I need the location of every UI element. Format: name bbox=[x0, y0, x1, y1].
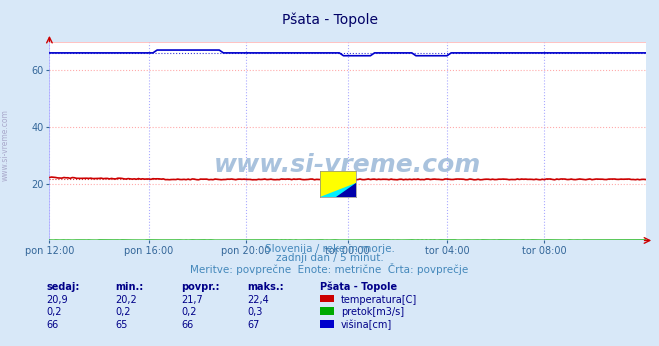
Text: 20,2: 20,2 bbox=[115, 295, 137, 305]
Text: pretok[m3/s]: pretok[m3/s] bbox=[341, 307, 404, 317]
Text: Slovenija / reke in morje.: Slovenija / reke in morje. bbox=[264, 244, 395, 254]
Text: 66: 66 bbox=[181, 320, 194, 330]
Text: Pšata - Topole: Pšata - Topole bbox=[281, 12, 378, 27]
Text: 22,4: 22,4 bbox=[247, 295, 269, 305]
Text: 65: 65 bbox=[115, 320, 128, 330]
Polygon shape bbox=[336, 183, 356, 197]
Text: min.:: min.: bbox=[115, 282, 144, 292]
Text: Meritve: povprečne  Enote: metrične  Črta: povprečje: Meritve: povprečne Enote: metrične Črta:… bbox=[190, 263, 469, 275]
Text: povpr.:: povpr.: bbox=[181, 282, 219, 292]
Text: www.si-vreme.com: www.si-vreme.com bbox=[1, 109, 10, 181]
Text: maks.:: maks.: bbox=[247, 282, 284, 292]
Text: 0,2: 0,2 bbox=[46, 307, 62, 317]
Text: višina[cm]: višina[cm] bbox=[341, 320, 392, 330]
Text: 0,3: 0,3 bbox=[247, 307, 262, 317]
Text: 0,2: 0,2 bbox=[181, 307, 197, 317]
Text: Pšata - Topole: Pšata - Topole bbox=[320, 282, 397, 292]
Polygon shape bbox=[320, 183, 356, 197]
Text: 20,9: 20,9 bbox=[46, 295, 68, 305]
Text: sedaj:: sedaj: bbox=[46, 282, 80, 292]
Text: 67: 67 bbox=[247, 320, 260, 330]
Text: 21,7: 21,7 bbox=[181, 295, 203, 305]
Text: zadnji dan / 5 minut.: zadnji dan / 5 minut. bbox=[275, 253, 384, 263]
Text: 0,2: 0,2 bbox=[115, 307, 131, 317]
Text: temperatura[C]: temperatura[C] bbox=[341, 295, 417, 305]
Text: www.si-vreme.com: www.si-vreme.com bbox=[214, 153, 481, 177]
Text: 66: 66 bbox=[46, 320, 59, 330]
